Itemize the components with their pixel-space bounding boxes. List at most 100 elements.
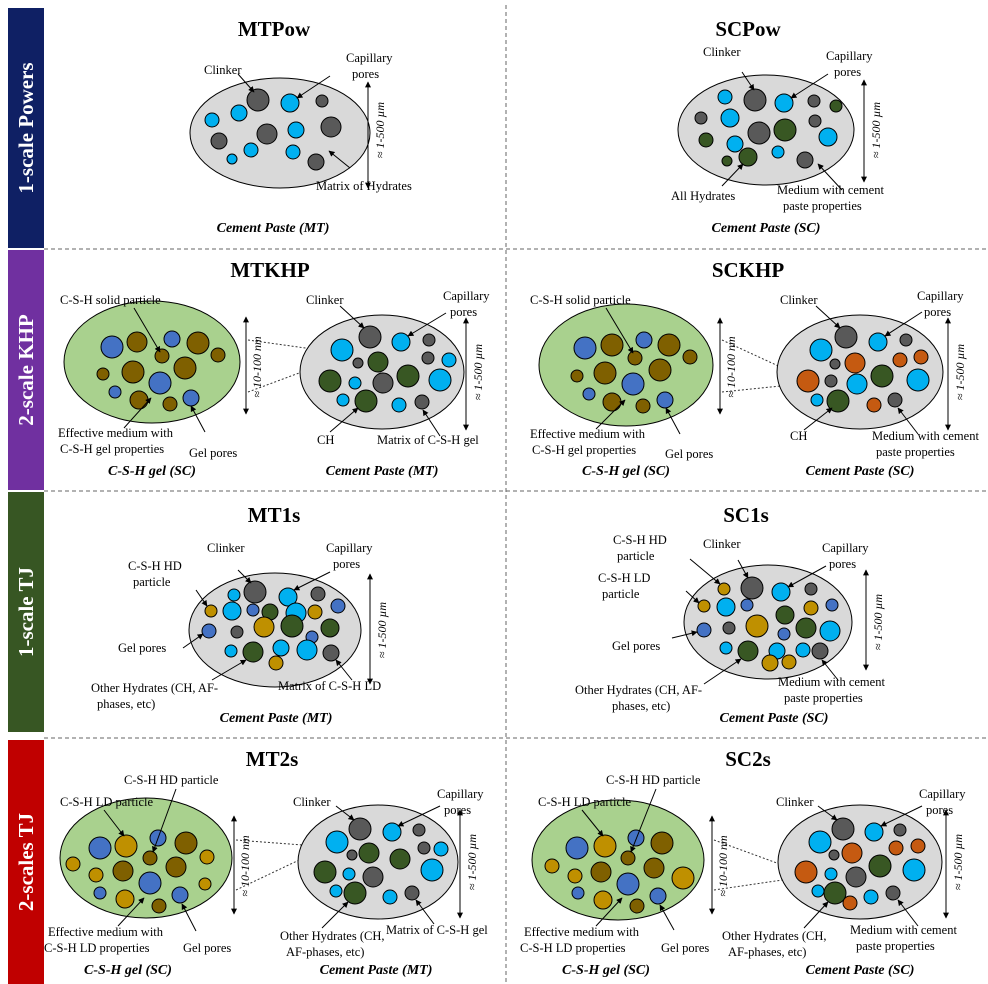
clinker-particle <box>829 358 841 370</box>
label-gel-properties: C-S-H gel properties <box>60 442 164 456</box>
gel-pore <box>616 872 640 896</box>
pointer-arrow <box>787 565 827 588</box>
gel-pore <box>696 622 712 638</box>
row-bar-khp <box>8 250 44 490</box>
capillary-pore <box>226 153 238 165</box>
scale-label: ≈ 1-500 µm <box>373 102 387 158</box>
scale-label: ≈ 10-100 nm <box>724 336 738 398</box>
pointer-arrow <box>803 407 833 431</box>
capillary-pore <box>433 841 449 857</box>
hydrate-particle <box>358 842 380 864</box>
particles <box>696 576 841 672</box>
label-csh-solid: C-S-H solid particle <box>530 293 631 307</box>
label-gel-pores: Gel pores <box>665 447 713 461</box>
particles <box>65 829 215 914</box>
clinker-particle <box>421 351 435 365</box>
clinker-particle <box>722 621 736 635</box>
pointer-arrow <box>821 659 839 681</box>
label-other-hydrates: Other Hydrates (CH, <box>280 929 385 943</box>
ch-particle <box>841 842 863 864</box>
pointer-arrow <box>689 558 721 585</box>
pointer-arrow <box>117 897 145 927</box>
label-clinker: Clinker <box>780 293 818 307</box>
pointer-arrow <box>407 312 447 337</box>
hydrate-particle <box>280 614 304 638</box>
scale-label: ≈ 1-500 µm <box>871 594 885 650</box>
hd-particle <box>761 654 779 672</box>
label-capillary: Capillary <box>826 49 873 63</box>
panel-title: MT1s <box>248 503 301 527</box>
hydrate-particle <box>738 147 758 167</box>
csh-solid-particle <box>121 360 145 384</box>
capillary-pore <box>272 639 290 657</box>
label-capillary: Capillary <box>437 787 484 801</box>
clinker-particle <box>834 325 858 349</box>
particles <box>201 580 346 671</box>
ld-particle <box>115 889 135 909</box>
label-gel-pores: Gel pores <box>118 641 166 655</box>
hydrate-particle <box>343 881 367 905</box>
scale-label: ≈ 1-500 µm <box>465 834 479 890</box>
particles <box>96 330 226 412</box>
pointer-arrow <box>790 73 829 99</box>
capillary-pore <box>868 332 888 352</box>
pointer-arrow <box>181 903 197 932</box>
ld-particle <box>567 868 583 884</box>
capillary-pore <box>717 89 733 105</box>
panel-title: SCPow <box>715 17 781 41</box>
ch-particle <box>892 352 908 368</box>
gel-pore <box>182 389 200 407</box>
particles <box>318 325 457 413</box>
capillary-pore <box>278 587 298 607</box>
hydrate-particle <box>870 364 894 388</box>
hd-particle <box>151 898 167 914</box>
hydrate-particle <box>318 369 342 393</box>
label-gel-pores: Gel pores <box>189 446 237 460</box>
gel-caption: C-S-H gel (SC) <box>582 464 670 479</box>
hd-particle <box>142 850 158 866</box>
hydrate-particle <box>698 132 714 148</box>
label-gel-properties: C-S-H gel properties <box>532 443 636 457</box>
capillary-pore <box>720 108 740 128</box>
capillary-pore <box>336 393 350 407</box>
pointer-arrow <box>595 399 626 430</box>
scale-label: ≈ 1-500 µm <box>951 834 965 890</box>
pointer-arrow <box>741 71 755 91</box>
label-paste-properties: paste properties <box>876 445 955 459</box>
pointer-arrow <box>123 397 152 429</box>
capillary-pore <box>771 145 785 159</box>
capillary-pore <box>382 822 402 842</box>
pointer-arrow <box>685 590 700 604</box>
ch-particle <box>913 349 929 365</box>
gel-pore <box>148 371 172 395</box>
gel-pore <box>88 836 112 860</box>
csh-solid-particle <box>186 331 210 355</box>
ld-particle <box>544 858 560 874</box>
clinker-particle <box>796 151 814 169</box>
capillary-pore <box>716 597 736 617</box>
pointer-arrow <box>415 899 435 925</box>
panel-mt2s: MT2s C-S-H HD particle C-S-H LD particle <box>44 747 488 978</box>
clinker-particle <box>422 333 436 347</box>
csh-solid-particle <box>600 333 624 357</box>
label-other-phases: phases, etc) <box>97 697 155 711</box>
ld-particle <box>671 866 695 890</box>
label-matrix: Matrix of C-S-H gel <box>386 923 488 937</box>
pointer-arrow <box>335 659 353 681</box>
label-matrix: Matrix of Hydrates <box>316 179 412 193</box>
hd-particle <box>745 614 769 638</box>
hydrate-particle <box>396 364 420 388</box>
pointer-arrow <box>817 163 843 191</box>
clinker-particle <box>346 849 358 861</box>
clinker-particle <box>412 823 426 837</box>
ch-particle <box>910 838 926 854</box>
pointer-arrow <box>817 805 838 821</box>
hd-particle <box>717 582 731 596</box>
label-effective-medium: Effective medium with <box>524 925 640 939</box>
pointer-arrow <box>296 75 331 99</box>
clinker-particle <box>210 132 228 150</box>
panel-mtkhp: MTKHP C-S-H solid particle Effective med… <box>58 258 490 479</box>
hydrate-particle <box>389 848 411 870</box>
pointer-arrow <box>211 659 247 681</box>
scale-label: ≈ 10-100 nm <box>238 835 252 897</box>
